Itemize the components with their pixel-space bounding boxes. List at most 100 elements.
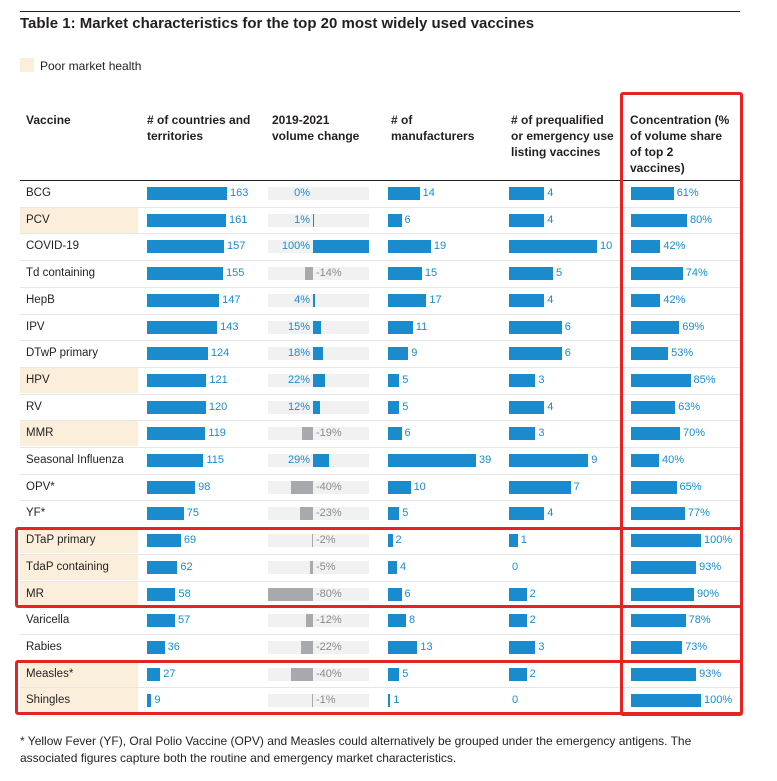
- manufacturers-label-rabies: 13: [420, 640, 433, 653]
- concentration-bar-mmr: [631, 427, 680, 441]
- manufacturers-label-ipv: 11: [415, 320, 428, 333]
- countries-label-dtap-primary: 69: [183, 534, 197, 547]
- countries-bar-dtwp-primary: [147, 347, 208, 361]
- concentration-bar-covid-19: [631, 240, 661, 254]
- header-rule: [20, 180, 740, 181]
- countries-label-tdap-containing: 62: [180, 560, 193, 573]
- volume-bar-mr: [268, 587, 313, 601]
- volume-label-covid-19: 100%: [281, 240, 310, 253]
- poor-market-health-cell-measles: [20, 661, 138, 687]
- countries-label-rabies: 36: [167, 640, 180, 653]
- concentration-label-seasonal-influenza: 40%: [662, 454, 685, 466]
- volume-label-shingles: -1%: [316, 694, 336, 707]
- volume-bar-td-containing: [305, 267, 313, 281]
- concentration-label-mmr: 70%: [683, 427, 706, 440]
- manufacturers-bar-ipv: [388, 320, 413, 334]
- row-divider: [20, 206, 740, 208]
- countries-bar-bcg: [147, 187, 227, 200]
- vaccine-name-td-containing: Td containing: [26, 267, 96, 280]
- concentration-label-dtwp-primary: 53%: [671, 347, 694, 360]
- prequalified-bar-mmr: [509, 427, 536, 441]
- concentration-bar-shingles: [631, 694, 701, 708]
- header-volume-change: 2019-2021 volume change: [272, 113, 360, 143]
- vaccine-name-hepb: HepB: [26, 293, 55, 306]
- poor-market-health-cell-shingles: [20, 688, 138, 714]
- legend-swatch-poor-market-health: [20, 58, 34, 72]
- vaccine-name-rv: RV: [26, 400, 42, 413]
- concentration-bar-dtap-primary: [631, 534, 701, 548]
- prequalified-label-covid-19: 10: [600, 240, 613, 253]
- countries-label-td-containing: 155: [226, 267, 245, 280]
- prequalified-bar-bcg: [509, 187, 545, 200]
- row-divider: [20, 260, 740, 262]
- manufacturers-label-pcv: 6: [404, 213, 411, 226]
- manufacturers-bar-hpv: [388, 373, 400, 387]
- prequalified-label-dtwp-primary: 6: [564, 347, 571, 360]
- manufacturers-bar-pcv: [388, 213, 402, 227]
- footnote: * Yellow Fever (YF), Oral Polio Vaccine …: [20, 734, 692, 765]
- vaccine-name-mmr: MMR: [26, 427, 54, 440]
- vaccine-name-tdap-containing: TdaP containing: [26, 560, 109, 573]
- row-divider: [20, 366, 740, 368]
- title-rule: [20, 11, 740, 12]
- volume-label-mmr: -19%: [316, 427, 342, 440]
- volume-bar-covid-19: [313, 240, 369, 254]
- concentration-bar-opv: [631, 480, 677, 494]
- vaccine-name-mr: MR: [26, 587, 44, 600]
- concentration-bar-rv: [631, 400, 676, 414]
- volume-bar-seasonal-influenza: [313, 454, 330, 467]
- prequalified-label-shingles: 0: [512, 694, 519, 707]
- volume-bar-dtap-primary: [311, 534, 313, 548]
- prequalified-bar-yf: [509, 507, 545, 521]
- prequalified-label-seasonal-influenza: 9: [591, 454, 598, 466]
- volume-label-opv: -40%: [316, 480, 342, 493]
- poor-market-health-cell-dtap-primary: [20, 528, 138, 554]
- volume-track-tdap-containing: [268, 560, 369, 574]
- manufacturers-bar-dtap-primary: [388, 534, 393, 548]
- concentration-bar-td-containing: [631, 267, 683, 281]
- concentration-label-td-containing: 74%: [685, 267, 708, 280]
- prequalified-label-dtap-primary: 1: [520, 534, 527, 547]
- countries-label-covid-19: 157: [227, 240, 246, 253]
- prequalified-bar-opv: [509, 480, 571, 494]
- volume-label-varicella: -12%: [316, 614, 342, 627]
- countries-bar-mr: [147, 587, 176, 601]
- manufacturers-bar-mr: [388, 587, 402, 601]
- prequalified-bar-seasonal-influenza: [509, 454, 589, 467]
- manufacturers-bar-measles: [388, 667, 400, 681]
- volume-bar-hpv: [313, 373, 326, 387]
- manufacturers-label-dtap-primary: 2: [395, 534, 402, 547]
- countries-label-seasonal-influenza: 115: [206, 454, 224, 466]
- prequalified-label-td-containing: 5: [556, 267, 563, 280]
- manufacturers-bar-mmr: [388, 427, 402, 441]
- volume-track-varicella: [268, 614, 369, 628]
- vaccine-name-hpv: HPV: [26, 373, 50, 386]
- concentration-label-ipv: 69%: [682, 320, 705, 333]
- concentration-label-tdap-containing: 93%: [699, 560, 722, 573]
- prequalified-label-measles: 2: [529, 667, 536, 680]
- legend-label: Poor market health: [40, 59, 142, 73]
- volume-bar-rv: [313, 400, 320, 414]
- manufacturers-label-dtwp-primary: 9: [411, 347, 418, 360]
- countries-bar-td-containing: [147, 267, 224, 281]
- volume-bar-pcv: [313, 213, 314, 227]
- concentration-bar-measles: [631, 667, 697, 681]
- concentration-label-rabies: 73%: [685, 640, 708, 653]
- concentration-label-hepb: 42%: [663, 293, 686, 306]
- concentration-bar-tdap-containing: [631, 560, 697, 574]
- prequalified-label-mmr: 3: [538, 427, 545, 440]
- countries-label-yf: 75: [186, 507, 200, 520]
- concentration-label-shingles: 100%: [704, 694, 733, 707]
- manufacturers-label-mmr: 6: [404, 427, 411, 440]
- manufacturers-label-hepb: 17: [429, 293, 442, 306]
- countries-bar-yf: [147, 507, 184, 521]
- volume-bar-dtwp-primary: [313, 347, 324, 361]
- countries-bar-dtap-primary: [147, 534, 181, 548]
- concentration-label-measles: 93%: [699, 667, 722, 680]
- manufacturers-bar-rabies: [388, 640, 418, 654]
- manufacturers-bar-td-containing: [388, 267, 422, 281]
- countries-label-ipv: 143: [220, 320, 239, 333]
- countries-bar-rabies: [147, 640, 165, 654]
- prequalified-bar-varicella: [509, 614, 527, 628]
- vaccine-name-rabies: Rabies: [26, 640, 62, 653]
